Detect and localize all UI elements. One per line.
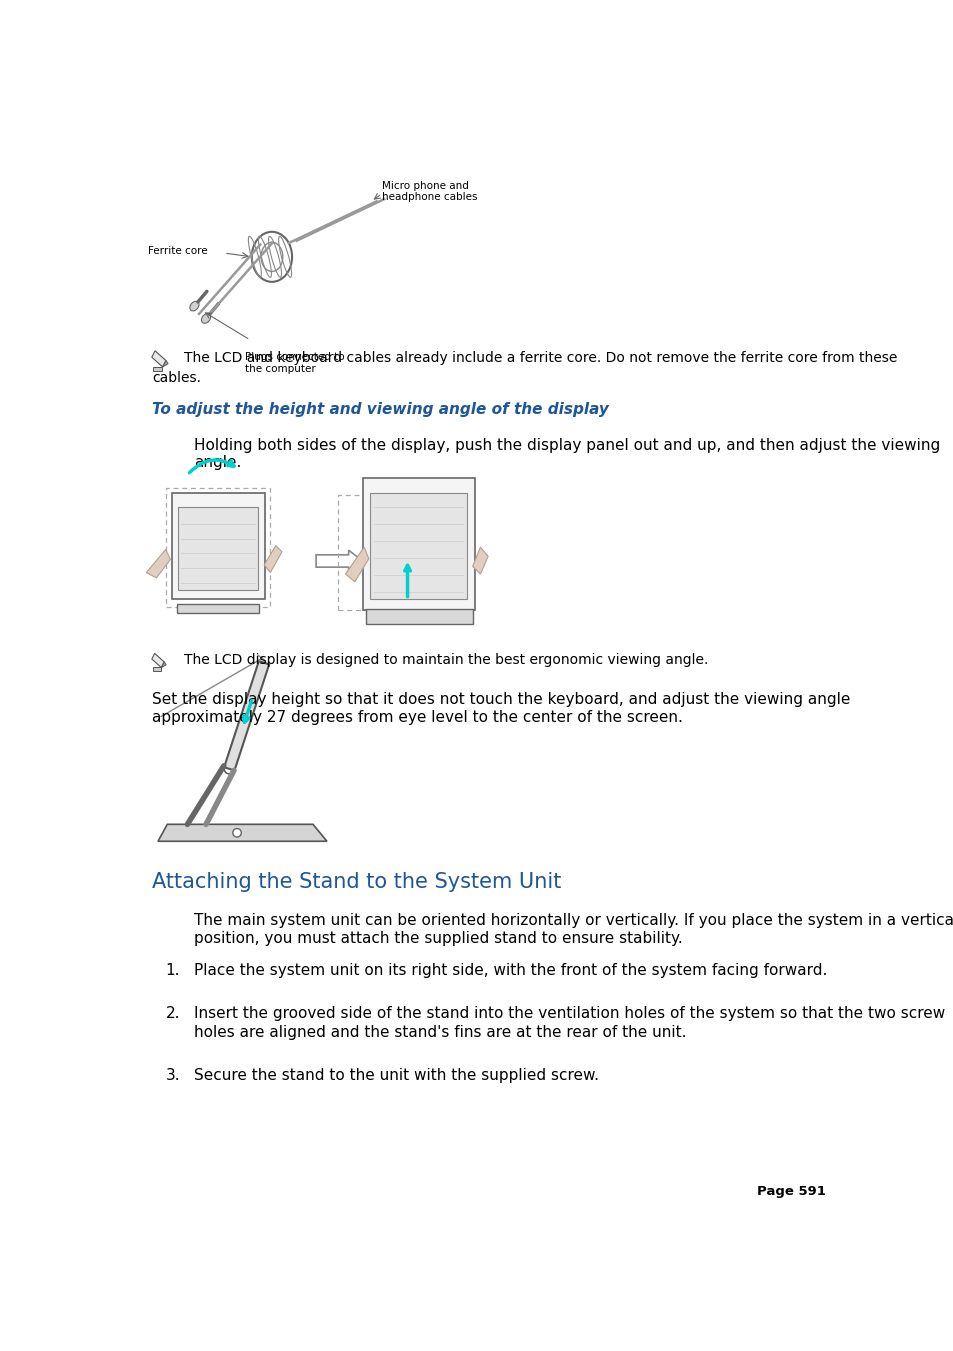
- Ellipse shape: [261, 242, 282, 272]
- Text: angle.: angle.: [194, 455, 241, 470]
- Bar: [337, 494, 431, 611]
- Text: Attaching the Stand to the System Unit: Attaching the Stand to the System Unit: [152, 871, 560, 892]
- Text: 3.: 3.: [166, 1067, 180, 1082]
- Text: holes are aligned and the stand's fins are at the rear of the unit.: holes are aligned and the stand's fins a…: [194, 1025, 686, 1040]
- Text: position, you must attach the supplied stand to ensure stability.: position, you must attach the supplied s…: [194, 931, 682, 946]
- Bar: [362, 478, 475, 611]
- Text: The main system unit can be oriented horizontally or vertically. If you place th: The main system unit can be oriented hor…: [194, 913, 953, 928]
- Polygon shape: [345, 547, 369, 582]
- Text: Plugs connected to
the computer: Plugs connected to the computer: [245, 353, 344, 374]
- Text: The LCD and keyboard cables already include a ferrite core. Do not remove the fe: The LCD and keyboard cables already incl…: [184, 351, 897, 365]
- Text: Place the system unit on its right side, with the front of the system facing for: Place the system unit on its right side,…: [194, 963, 827, 978]
- Bar: [172, 493, 265, 600]
- Text: Insert the grooved side of the stand into the ventilation holes of the system so: Insert the grooved side of the stand int…: [194, 1006, 944, 1021]
- Ellipse shape: [190, 301, 199, 311]
- Text: Holding both sides of the display, push the display panel out and up, and then a: Holding both sides of the display, push …: [194, 438, 940, 453]
- Text: The LCD display is designed to maintain the best ergonomic viewing angle.: The LCD display is designed to maintain …: [184, 654, 708, 667]
- Text: 1.: 1.: [166, 963, 180, 978]
- Polygon shape: [146, 550, 171, 578]
- Text: Secure the stand to the unit with the supplied screw.: Secure the stand to the unit with the su…: [194, 1067, 598, 1082]
- Bar: [370, 493, 467, 600]
- Polygon shape: [162, 361, 168, 367]
- Bar: [178, 507, 257, 590]
- Bar: [166, 488, 270, 607]
- Circle shape: [233, 828, 241, 838]
- Text: cables.: cables.: [152, 370, 200, 385]
- Polygon shape: [224, 661, 269, 770]
- Bar: [366, 609, 473, 624]
- Bar: [177, 604, 258, 613]
- Text: Micro phone and
headphone cables: Micro phone and headphone cables: [381, 181, 476, 203]
- Text: 2.: 2.: [166, 1006, 180, 1021]
- Text: Ferrite core: Ferrite core: [148, 246, 208, 255]
- Polygon shape: [158, 824, 327, 842]
- Polygon shape: [472, 547, 488, 574]
- Bar: [152, 667, 160, 671]
- Polygon shape: [161, 662, 166, 667]
- Ellipse shape: [201, 313, 211, 323]
- Polygon shape: [152, 351, 166, 367]
- Text: approximately 27 degrees from eye level to the center of the screen.: approximately 27 degrees from eye level …: [152, 711, 682, 725]
- Ellipse shape: [252, 232, 292, 282]
- Polygon shape: [152, 654, 164, 667]
- Text: To adjust the height and viewing angle of the display: To adjust the height and viewing angle o…: [152, 403, 608, 417]
- Text: Set the display height so that it does not touch the keyboard, and adjust the vi: Set the display height so that it does n…: [152, 692, 849, 707]
- Text: Page 591: Page 591: [757, 1185, 825, 1198]
- Circle shape: [224, 763, 234, 774]
- Polygon shape: [264, 546, 282, 573]
- FancyArrow shape: [315, 550, 362, 571]
- Bar: [152, 366, 162, 372]
